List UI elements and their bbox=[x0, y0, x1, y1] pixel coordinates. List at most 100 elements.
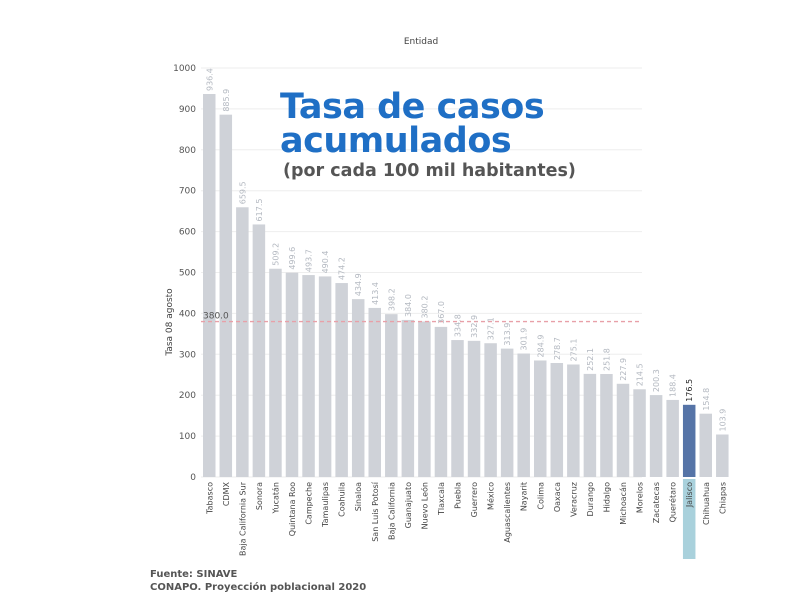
bar bbox=[418, 321, 431, 477]
bar bbox=[318, 276, 332, 477]
value-label: 227.9 bbox=[619, 358, 628, 381]
bar bbox=[716, 434, 729, 477]
x-tick-label: Morelos bbox=[636, 482, 645, 513]
bar bbox=[451, 340, 464, 477]
y-tick-label: 700 bbox=[179, 187, 196, 197]
x-tick-label: Tlaxcala bbox=[437, 482, 446, 516]
bar bbox=[351, 299, 365, 477]
x-tick-label: Colima bbox=[536, 482, 545, 510]
x-tick-label: Baja California bbox=[387, 482, 396, 540]
y-tick-label: 200 bbox=[179, 391, 196, 401]
bar bbox=[467, 340, 481, 477]
chart-title: Tasa de casos acumulados bbox=[280, 87, 545, 161]
bar bbox=[699, 413, 712, 477]
x-tick-label: Puebla bbox=[454, 482, 463, 509]
x-axis-title: Entidad bbox=[404, 37, 438, 47]
y-tick-label: 400 bbox=[179, 309, 196, 319]
value-label: 176.5 bbox=[685, 379, 694, 402]
x-tick-label: Tabasco bbox=[205, 482, 214, 515]
x-tick-label: Guanajuato bbox=[404, 482, 413, 528]
y-tick-label: 500 bbox=[179, 269, 196, 279]
value-label: 659.5 bbox=[238, 181, 247, 204]
x-tick-labels: Tabasco CDMX Baja California Sur Sonora Yuca… bbox=[205, 481, 727, 556]
x-tick-label: México bbox=[486, 482, 496, 510]
y-tick-label: 900 bbox=[179, 105, 196, 115]
value-label: 398.2 bbox=[387, 288, 396, 311]
bar bbox=[600, 374, 613, 477]
value-label: 509.2 bbox=[271, 243, 280, 266]
value-label: 490.4 bbox=[321, 251, 330, 274]
bar bbox=[567, 364, 580, 477]
chart-title-line-2: acumulados bbox=[280, 121, 512, 161]
bar bbox=[666, 399, 679, 477]
value-label: 214.5 bbox=[636, 363, 645, 386]
x-tick-label: Sonora bbox=[255, 482, 264, 510]
x-tick-label: Sinaloa bbox=[354, 482, 363, 511]
reference-line-label: 380.0 bbox=[203, 312, 229, 322]
bar bbox=[500, 348, 514, 477]
x-tick-label: Quintana Roo bbox=[288, 482, 297, 536]
bar bbox=[252, 224, 266, 477]
x-tick-label: Oaxaca bbox=[553, 482, 562, 512]
value-label: 278.7 bbox=[553, 337, 562, 360]
value-label: 885.9 bbox=[222, 89, 231, 112]
value-label: 474.2 bbox=[338, 257, 347, 280]
value-label: 252.1 bbox=[586, 348, 595, 371]
value-label: 103.9 bbox=[718, 409, 727, 432]
bar bbox=[285, 272, 299, 477]
x-tick-label: Guerrero bbox=[470, 482, 479, 517]
bar bbox=[682, 404, 696, 477]
value-label: 275.1 bbox=[569, 339, 578, 362]
x-tick-label: Chihuahua bbox=[702, 482, 711, 525]
y-tick-labels: 0 100 200 300 400 500 600 700 800 900 1000 bbox=[173, 64, 196, 483]
y-tick-label: 300 bbox=[179, 350, 196, 360]
bar bbox=[517, 353, 530, 477]
bar bbox=[649, 395, 663, 477]
y-axis-title: Tasa 08 agosto bbox=[165, 288, 175, 357]
x-tick-label: Chiapas bbox=[718, 482, 727, 514]
bar bbox=[236, 207, 249, 477]
value-label: 188.4 bbox=[669, 374, 678, 397]
x-tick-label: Querétaro bbox=[668, 482, 678, 522]
bar bbox=[616, 383, 630, 477]
value-label: 499.6 bbox=[288, 247, 297, 270]
value-label: 413.4 bbox=[371, 282, 380, 305]
y-tick-label: 100 bbox=[179, 432, 196, 442]
value-label: 284.9 bbox=[536, 335, 545, 358]
bar bbox=[203, 94, 216, 478]
value-label: 313.9 bbox=[503, 323, 512, 346]
value-label: 332.9 bbox=[470, 315, 479, 338]
x-tick-label: Michoacán bbox=[619, 482, 628, 525]
value-label: 154.8 bbox=[702, 388, 711, 411]
source-line-2: CONAPO. Proyección poblacional 2020 bbox=[150, 582, 367, 593]
x-tick-label: Hidalgo bbox=[602, 482, 611, 513]
bar bbox=[368, 307, 381, 477]
y-tick-label: 1000 bbox=[173, 64, 196, 74]
x-tick-label: CDMX bbox=[222, 481, 231, 506]
value-label: 251.8 bbox=[602, 348, 611, 371]
x-tick-label: Yucatán bbox=[271, 482, 280, 514]
x-tick-label: Jalisco bbox=[685, 482, 694, 508]
x-tick-label: Nuevo León bbox=[419, 482, 429, 529]
bar bbox=[335, 283, 348, 477]
source-line-1: Fuente: SINAVE bbox=[150, 569, 238, 580]
y-tick-label: 600 bbox=[179, 228, 196, 238]
bar bbox=[401, 319, 415, 477]
bar bbox=[550, 363, 564, 477]
value-label: 384.0 bbox=[404, 294, 413, 317]
bar bbox=[434, 326, 448, 477]
value-label: 617.5 bbox=[255, 199, 264, 222]
x-tick-label: Zacatecas bbox=[652, 482, 661, 523]
value-label: 367.0 bbox=[437, 301, 446, 324]
bar bbox=[269, 268, 282, 477]
x-tick-label: Veracruz bbox=[569, 482, 578, 517]
chart-subtitle: (por cada 100 mil habitantes) bbox=[283, 161, 576, 181]
value-label: 434.9 bbox=[354, 273, 363, 296]
bar bbox=[385, 314, 398, 477]
x-tick-label: Baja California Sur bbox=[238, 481, 247, 556]
bar bbox=[534, 360, 547, 477]
chart-title-line-1: Tasa de casos bbox=[280, 87, 545, 127]
x-tick-label: Durango bbox=[586, 482, 595, 517]
x-tick-label: San Luis Potosí bbox=[371, 481, 380, 542]
y-tick-label: 0 bbox=[190, 473, 196, 483]
